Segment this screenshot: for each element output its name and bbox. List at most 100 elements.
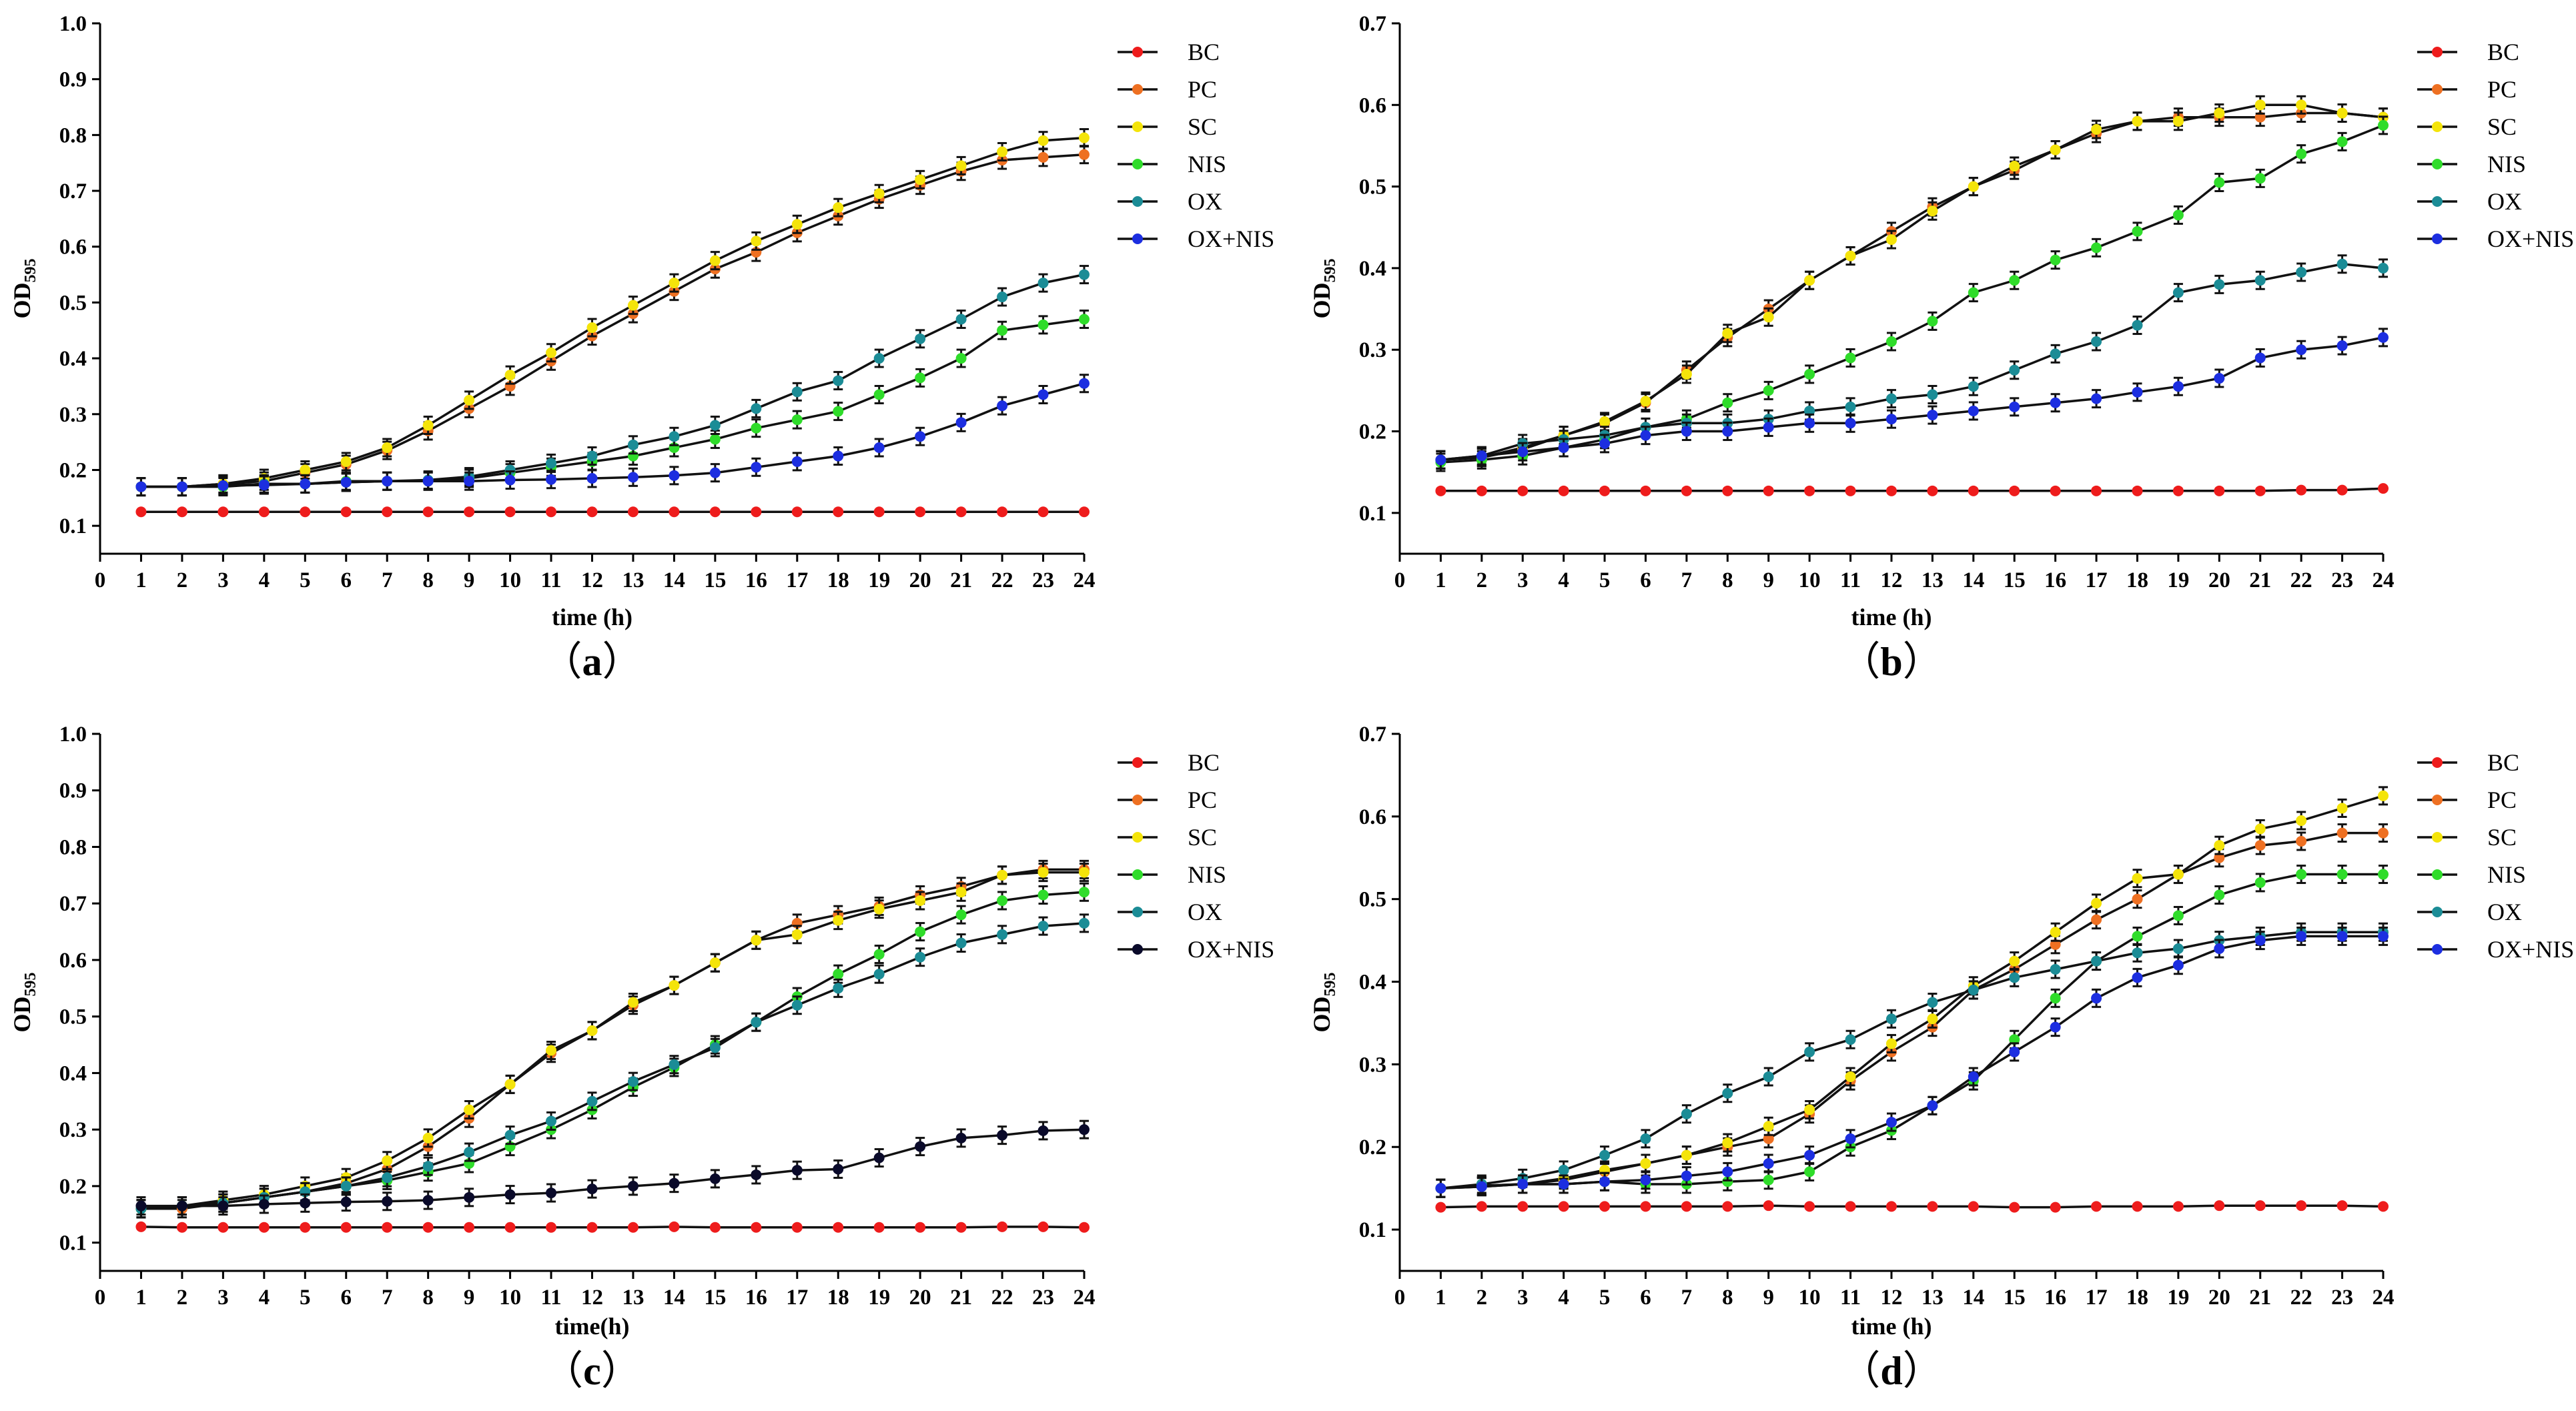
y-tick-label: 0.8 <box>59 835 87 859</box>
data-point <box>2132 386 2143 398</box>
y-axis-title-main: OD <box>9 283 35 319</box>
x-tick-label: 17 <box>786 1286 808 1310</box>
data-point <box>1763 312 1774 323</box>
x-tick-label: 7 <box>382 568 393 592</box>
data-point <box>2378 119 2389 131</box>
data-point <box>2132 115 2143 127</box>
y-tick-label: 0.1 <box>1359 502 1386 526</box>
data-point <box>1845 485 1856 496</box>
data-point <box>1558 442 1569 453</box>
data-point <box>709 467 721 478</box>
x-tick-label: 13 <box>622 1286 644 1310</box>
data-point <box>915 1141 926 1152</box>
x-tick-label: 22 <box>2290 1286 2312 1310</box>
y-tick-label: 0.9 <box>59 779 87 803</box>
data-point <box>1968 984 1979 995</box>
data-point <box>176 1222 187 1233</box>
data-point <box>1968 287 1979 298</box>
x-tick-label: 8 <box>1722 1286 1733 1310</box>
x-tick-label: 13 <box>1921 568 1944 592</box>
series-line <box>1440 1204 2384 1209</box>
data-point <box>2378 931 2389 942</box>
data-point <box>955 937 967 949</box>
data-point <box>873 903 885 915</box>
y-tick-label: 0.6 <box>1359 805 1386 829</box>
data-point <box>1927 389 1938 400</box>
legend-marker <box>1132 907 1143 917</box>
y-tick-label: 0.1 <box>59 1232 87 1256</box>
legend-marker <box>2432 196 2443 207</box>
legend-marker <box>2432 121 2443 132</box>
panel-label-close: ） <box>601 1349 641 1393</box>
data-point <box>1804 1149 1815 1161</box>
data-point <box>2172 1201 2184 1212</box>
data-point <box>2009 485 2020 496</box>
data-point <box>258 480 270 491</box>
data-point <box>1886 234 1897 246</box>
data-point <box>218 1200 229 1212</box>
y-tick-label: 0.1 <box>1359 1218 1386 1242</box>
data-point <box>340 1196 352 1208</box>
data-point <box>382 1172 393 1184</box>
data-point <box>2336 1200 2348 1212</box>
x-tick-label: 12 <box>581 1286 603 1310</box>
data-point <box>2254 99 2266 111</box>
data-point <box>915 174 926 185</box>
legend-marker <box>1132 84 1143 95</box>
data-point <box>1681 426 1692 437</box>
x-tick-label: 6 <box>341 568 352 592</box>
data-point <box>2009 955 2020 967</box>
data-point <box>1435 1202 1446 1213</box>
data-point <box>546 347 557 358</box>
legend-label: SC <box>1188 113 1217 140</box>
data-point <box>2050 254 2061 266</box>
y-axis-title: OD595 <box>9 973 39 1033</box>
data-point <box>751 1169 762 1180</box>
panel-label-letter: b <box>1880 640 1902 684</box>
series-line <box>1440 935 2383 1190</box>
series-line <box>1440 103 2384 462</box>
x-tick-label: 1 <box>135 1286 147 1310</box>
x-tick-label: 18 <box>827 568 849 592</box>
data-point <box>997 929 1008 940</box>
data-point <box>1927 316 1938 327</box>
data-point <box>833 1163 844 1175</box>
data-point <box>873 1152 885 1163</box>
x-tick-label: 10 <box>1799 1286 1821 1310</box>
data-point <box>2091 914 2102 925</box>
y-tick-label: 0.3 <box>1359 338 1386 362</box>
x-tick-label: 20 <box>2208 1286 2230 1310</box>
data-point <box>873 969 885 980</box>
legend-marker <box>2432 944 2443 955</box>
x-tick-label: 18 <box>2126 568 2148 592</box>
data-point <box>176 506 187 518</box>
data-point <box>1886 336 1897 347</box>
data-point <box>1681 1201 1692 1212</box>
x-tick-label: 7 <box>1681 1286 1693 1310</box>
x-tick-label: 24 <box>1074 1286 1096 1310</box>
x-tick-label: 18 <box>827 1286 849 1310</box>
data-point <box>2296 931 2307 942</box>
data-point <box>1079 269 1090 280</box>
data-point <box>504 1079 516 1090</box>
series-line <box>1440 124 2384 464</box>
data-point <box>1681 1108 1692 1119</box>
data-point <box>2296 344 2307 356</box>
data-point <box>833 915 844 926</box>
x-tick-label: 4 <box>1558 1286 1569 1310</box>
data-point <box>464 1222 475 1233</box>
data-point <box>873 353 885 364</box>
data-point <box>751 506 762 518</box>
x-tick-label: 10 <box>1799 568 1821 592</box>
legend-label: SC <box>2487 824 2517 851</box>
data-point <box>791 219 803 230</box>
x-axis-title: time (h) <box>1851 1313 1932 1340</box>
data-point <box>1886 1038 1897 1049</box>
x-tick-label: 23 <box>1032 1286 1054 1310</box>
data-point <box>1599 1201 1611 1212</box>
y-tick-label: 0.3 <box>1359 1053 1386 1077</box>
data-point <box>2296 815 2307 827</box>
legend-label: SC <box>1188 824 1217 851</box>
data-point <box>340 456 352 467</box>
x-tick-label: 19 <box>2167 568 2189 592</box>
